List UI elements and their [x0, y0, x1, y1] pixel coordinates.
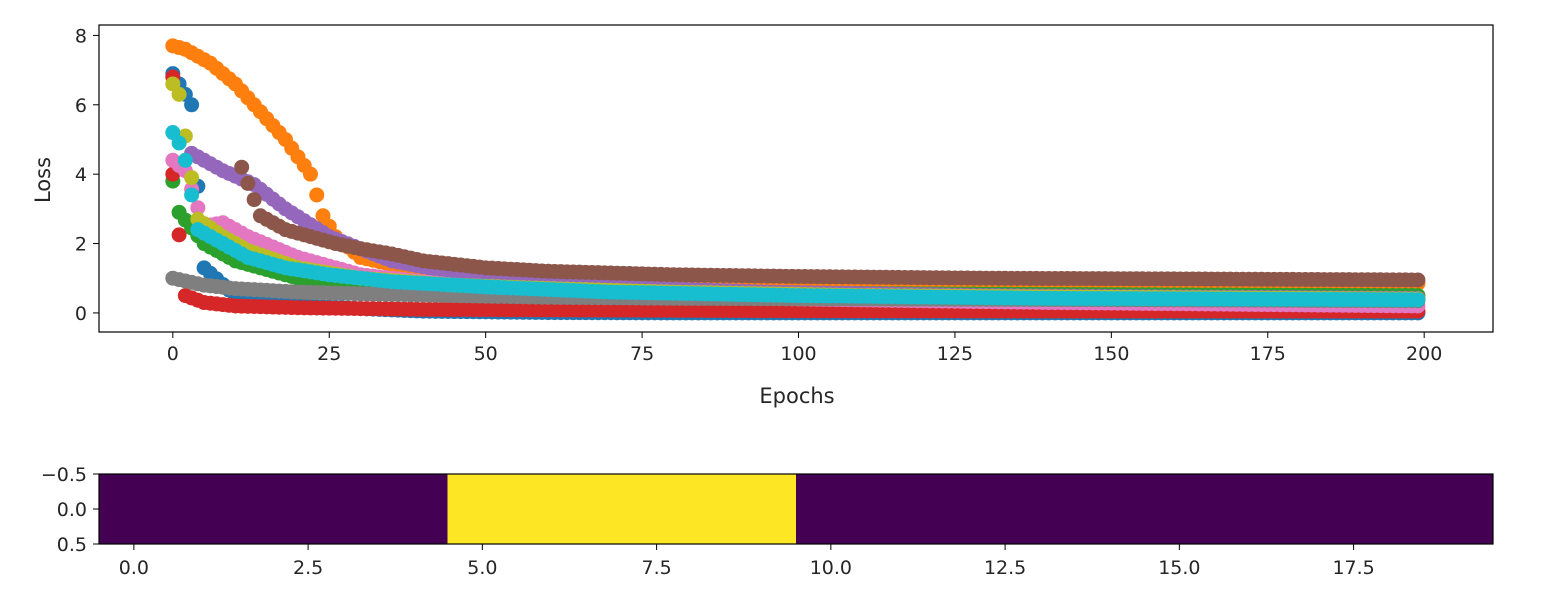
scatter-points [165, 38, 1426, 321]
x-tick-label: 175 [1250, 343, 1286, 365]
heatmap-cell [168, 474, 239, 544]
heatmap-cell [308, 474, 379, 544]
x-tick-label: 10.0 [810, 557, 852, 579]
heatmap-cell [865, 474, 936, 544]
y-tick-label: 0.0 [57, 499, 87, 521]
x-tick-label: 7.5 [641, 557, 671, 579]
x-tick-label: 15.0 [1158, 557, 1200, 579]
heatmap-cell [517, 474, 588, 544]
x-tick-label: 25 [317, 343, 341, 365]
data-point [171, 227, 187, 243]
x-tick-label: 5.0 [467, 557, 497, 579]
data-point [184, 97, 200, 113]
heatmap-strip: 0.0 2.5 5.0 7.5 10.0 12.5 15.0 17.5 −0.5 0.0 0.5 [41, 464, 1494, 579]
heatmap-cell [377, 474, 448, 544]
data-point [240, 175, 256, 191]
heatmap-cell [935, 474, 1006, 544]
heatmap-cell [447, 474, 518, 544]
heatmap-y-axis: −0.5 0.0 0.5 [41, 464, 99, 556]
heatmap-cell [1214, 474, 1285, 544]
x-tick-label: 0.0 [119, 557, 149, 579]
data-point [190, 200, 206, 216]
top-x-axis: 0 25 50 75 100 125 150 175 200 [167, 332, 1442, 365]
heatmap-cell [1353, 474, 1424, 544]
x-tick-label: 2.5 [293, 557, 323, 579]
series-9 [165, 125, 1426, 308]
heatmap-cell [586, 474, 658, 544]
data-point [309, 187, 325, 203]
x-tick-label: 125 [937, 343, 973, 365]
heatmap-x-axis: 0.0 2.5 5.0 7.5 10.0 12.5 15.0 17.5 [119, 544, 1375, 579]
x-tick-label: 75 [630, 343, 654, 365]
heatmap-cell [99, 474, 170, 544]
heatmap-cells [99, 474, 1494, 544]
heatmap-cell [656, 474, 727, 544]
x-tick-label: 100 [780, 343, 816, 365]
heatmap-cell [796, 474, 867, 544]
y-tick-label: 2 [75, 234, 87, 256]
x-tick-label: 200 [1406, 343, 1442, 365]
data-point [1410, 292, 1426, 308]
x-tick-label: 50 [474, 343, 498, 365]
heatmap-cell [1005, 474, 1076, 544]
heatmap-cell [726, 474, 797, 544]
y-tick-label: 0 [75, 303, 87, 325]
data-point [302, 166, 318, 182]
x-tick-label: 150 [1093, 343, 1129, 365]
data-point [184, 170, 200, 186]
top-plot-frame [98, 24, 1494, 333]
data-point [171, 86, 187, 102]
y-axis-label: Loss [31, 157, 55, 203]
y-tick-label: −0.5 [41, 464, 87, 486]
x-axis-label: Epochs [759, 384, 834, 408]
y-tick-label: 4 [75, 164, 87, 186]
x-tick-label: 17.5 [1332, 557, 1374, 579]
heatmap-cell [1283, 474, 1355, 544]
data-point [246, 192, 262, 208]
series-5 [234, 159, 1426, 288]
data-point [184, 187, 200, 203]
heatmap-cell [1074, 474, 1145, 544]
loss-scatter-chart: 0 25 50 75 100 125 150 175 200 0 2 4 6 8 Epochs Loss [31, 24, 1494, 408]
y-tick-label: 8 [75, 25, 87, 47]
top-y-axis: 0 2 4 6 8 [75, 25, 99, 325]
data-point [177, 152, 193, 168]
heatmap-cell [1144, 474, 1215, 544]
data-point [234, 159, 250, 175]
x-tick-label: 0 [167, 343, 179, 365]
heatmap-cell [1423, 474, 1494, 544]
y-tick-label: 6 [75, 95, 87, 117]
data-point [1410, 272, 1426, 288]
y-tick-label: 0.5 [57, 534, 87, 556]
heatmap-cell [238, 474, 309, 544]
x-tick-label: 12.5 [984, 557, 1026, 579]
data-point [171, 135, 187, 151]
